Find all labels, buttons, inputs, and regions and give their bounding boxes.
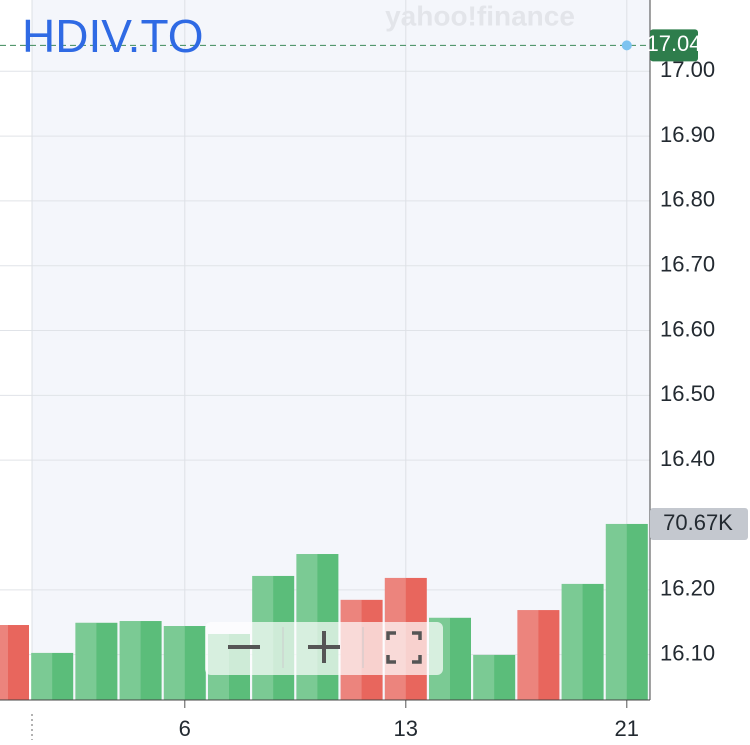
- volume-bar: [517, 610, 560, 700]
- volume-bar-highlight: [561, 583, 583, 700]
- volume-bar-highlight: [163, 626, 185, 700]
- y-tick-label: 16.50: [660, 381, 715, 406]
- y-tick-label: 16.20: [660, 576, 715, 601]
- y-tick-label: 16.60: [660, 316, 715, 341]
- volume-bar-highlight: [605, 523, 627, 700]
- last-price-label: 17.04: [646, 31, 701, 56]
- fullscreen[interactable]: [386, 631, 422, 664]
- volume-bar: [473, 654, 516, 700]
- volume-bar-highlight: [517, 610, 539, 700]
- zoom-in[interactable]: [308, 631, 340, 663]
- volume-label: 70.67K: [663, 510, 733, 535]
- watermark: yahoo!finance: [385, 0, 575, 31]
- last-price-box: [650, 29, 698, 62]
- x-tick-label: 6: [179, 716, 191, 741]
- y-tick-label: 16.40: [660, 446, 715, 471]
- volume-bar: [31, 652, 74, 700]
- zoom-controls: [205, 622, 443, 675]
- y-tick-label: 16.10: [660, 640, 715, 665]
- volume-label-box: [650, 507, 748, 540]
- volume-bar-highlight: [31, 652, 53, 700]
- last-point: [621, 40, 632, 51]
- volume-bar: [75, 622, 118, 700]
- plot-background: [32, 0, 650, 700]
- volume-bar-highlight: [473, 654, 495, 700]
- x-tick-label: 13: [394, 716, 418, 741]
- volume-bar: [561, 583, 604, 700]
- y-tick-label: 16.80: [660, 187, 715, 212]
- volume-bar-highlight: [119, 621, 141, 700]
- volume-bar-highlight: [0, 625, 8, 700]
- y-tick-label: 16.90: [660, 122, 715, 147]
- volume-bar: [163, 626, 206, 700]
- volume-bar: [605, 523, 648, 700]
- volume-bar: [0, 625, 29, 700]
- x-tick-label: 21: [615, 716, 639, 741]
- chart-title: HDIV.TO: [22, 10, 204, 62]
- volume-bar-highlight: [75, 622, 97, 700]
- volume-bar: [119, 621, 162, 700]
- y-tick-label: 16.70: [660, 252, 715, 277]
